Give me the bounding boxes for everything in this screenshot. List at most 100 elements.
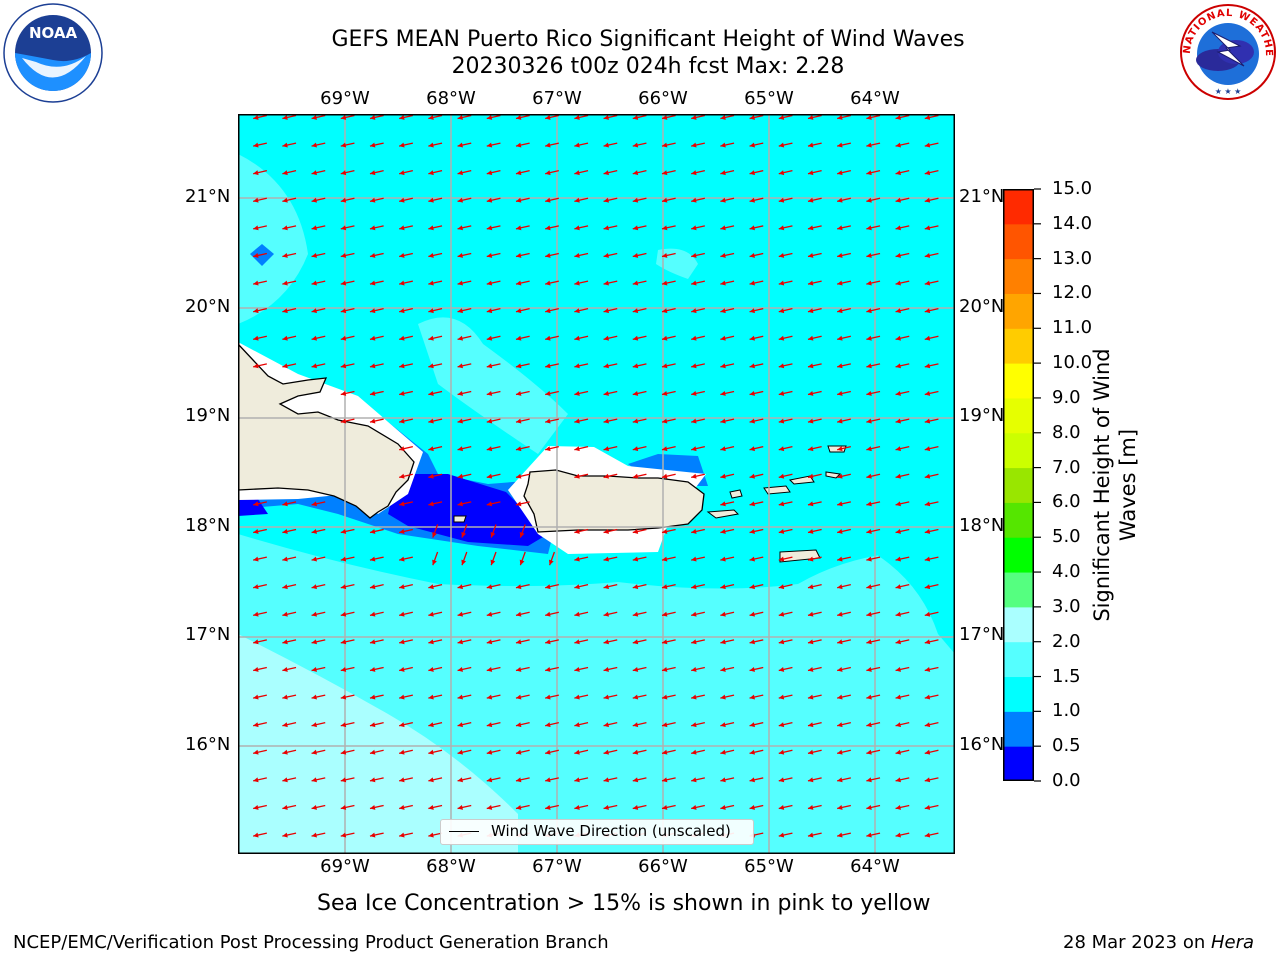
- wave-direction-arrowhead: [807, 335, 814, 341]
- wave-direction-arrowhead: [519, 532, 525, 538]
- lat-label-left: 20°N: [185, 296, 231, 317]
- colorbar-tick-label: 3.0: [1052, 595, 1081, 617]
- wave-direction-arrowhead: [253, 832, 259, 838]
- wave-direction-arrowhead: [282, 804, 288, 810]
- chart-title: GEFS MEAN Puerto Rico Significant Height…: [331, 27, 965, 52]
- wave-direction-arrowhead: [632, 390, 639, 396]
- wave-direction-arrowhead: [574, 418, 580, 424]
- wave-direction-arrowhead: [866, 528, 872, 534]
- wave-direction-arrowhead: [778, 418, 785, 424]
- wave-direction-arrowhead: [691, 722, 697, 728]
- wave-direction-arrowhead: [749, 722, 755, 728]
- wave-direction-arrowhead: [515, 501, 522, 507]
- wave-direction-arrowhead: [369, 418, 376, 424]
- wave-direction-arrowhead: [837, 418, 843, 424]
- wave-direction-arrowhead: [282, 170, 288, 176]
- wave-direction-arrowhead: [720, 556, 726, 562]
- wave-direction-arrowhead: [399, 170, 405, 176]
- wave-direction-arrowhead: [807, 666, 814, 672]
- wave-direction-arrowhead: [749, 749, 755, 755]
- wave-direction-arrowhead: [428, 197, 434, 203]
- wave-direction-arrowhead: [895, 722, 901, 728]
- wave-direction-arrowhead: [866, 335, 872, 341]
- wave-direction-arrowhead: [545, 611, 551, 617]
- wave-direction-arrowhead: [253, 639, 259, 645]
- wave-direction-arrowhead: [866, 666, 872, 672]
- wave-direction-arrowhead: [515, 114, 522, 120]
- wave-direction-arrowhead: [603, 114, 609, 120]
- wave-direction-arrowhead: [548, 559, 554, 566]
- wave-direction-arrowhead: [866, 832, 872, 838]
- wave-direction-arrowhead: [574, 777, 580, 783]
- wave-direction-arrowhead: [282, 666, 288, 672]
- wave-direction-arrowhead: [895, 308, 901, 314]
- wave-direction-arrowhead: [311, 363, 317, 369]
- wave-direction-arrowhead: [632, 170, 639, 176]
- wave-direction-arrowhead: [574, 280, 580, 286]
- wave-direction-arrowhead: [778, 777, 785, 783]
- wave-direction-arrowhead: [340, 749, 347, 755]
- wave-direction-arrowhead: [720, 280, 726, 286]
- colorbar-cell: [1003, 502, 1034, 538]
- wave-direction-arrowhead: [691, 280, 697, 286]
- wave-direction-arrowhead: [778, 363, 785, 369]
- wave-direction-arrowhead: [661, 335, 668, 341]
- colorbar-tick-label: 0.0: [1052, 770, 1081, 791]
- wave-direction-arrowhead: [895, 804, 901, 810]
- wave-direction-arrowhead: [691, 142, 697, 148]
- wave-direction-arrowhead: [574, 694, 580, 700]
- wave-direction-arrowhead: [399, 722, 405, 728]
- wave-direction-arrowhead: [924, 694, 931, 700]
- wave-direction-arrowhead: [428, 694, 434, 700]
- wave-zone-1p5: [238, 154, 308, 324]
- colorbar-cell: [1003, 258, 1034, 294]
- lon-label-bottom: 64°W: [850, 856, 900, 877]
- colorbar-tick-label: 12.0: [1052, 282, 1093, 304]
- wave-direction-arrowhead: [924, 666, 931, 672]
- wave-direction-arrowhead: [486, 252, 493, 258]
- wave-direction-arrowhead: [749, 252, 755, 258]
- wave-direction-arrowhead: [924, 556, 931, 562]
- wave-direction-arrowhead: [574, 666, 580, 672]
- wave-direction-arrowhead: [720, 777, 726, 783]
- wave-direction-arrowhead: [807, 611, 814, 617]
- wave-direction-arrowhead: [924, 252, 931, 258]
- wave-direction-arrowhead: [778, 528, 785, 534]
- wave-direction-arrowhead: [486, 611, 493, 617]
- wave-direction-arrowhead: [866, 777, 872, 783]
- wave-direction-arrowhead: [807, 528, 814, 534]
- wave-direction-arrowhead: [340, 280, 347, 286]
- wave-direction-arrowhead: [515, 280, 522, 286]
- wave-direction-arrowhead: [282, 722, 288, 728]
- wave-direction-arrowhead: [778, 390, 785, 396]
- wave-direction-arrowhead: [924, 777, 931, 783]
- wave-direction-arrowhead: [661, 252, 668, 258]
- wave-direction-arrowhead: [574, 722, 580, 728]
- wave-direction-arrowhead: [924, 418, 931, 424]
- wave-direction-arrowhead: [895, 473, 901, 479]
- wave-direction-arrowhead: [720, 142, 726, 148]
- wave-direction-arrowhead: [253, 170, 259, 176]
- lat-label-right: 18°N: [959, 515, 1005, 536]
- wave-direction-arrowhead: [428, 308, 434, 314]
- wave-direction-arrowhead: [253, 722, 259, 728]
- wave-direction-arrowhead: [749, 584, 755, 590]
- wave-direction-arrowhead: [486, 114, 493, 120]
- wave-direction-arrowhead: [515, 446, 522, 452]
- wave-direction-arrowhead: [457, 225, 463, 231]
- wave-direction-arrowhead: [778, 114, 785, 120]
- wave-direction-arrowhead: [661, 722, 668, 728]
- colorbar-tick-label: 15.0: [1052, 178, 1093, 199]
- wave-direction-arrowhead: [691, 777, 697, 783]
- wave-direction-arrowhead: [603, 722, 609, 728]
- wave-direction-arrowhead: [603, 363, 609, 369]
- wave-direction-arrowhead: [399, 666, 405, 672]
- wave-direction-arrowhead: [515, 694, 522, 700]
- colorbar-cell: [1003, 676, 1034, 712]
- wave-direction-arrowhead: [457, 473, 463, 479]
- wave-direction-arrowhead: [895, 142, 901, 148]
- wave-direction-arrowhead: [428, 280, 434, 286]
- wave-direction-arrowhead: [457, 804, 463, 810]
- lat-label-left: 19°N: [185, 405, 231, 426]
- wave-direction-arrowhead: [837, 446, 843, 452]
